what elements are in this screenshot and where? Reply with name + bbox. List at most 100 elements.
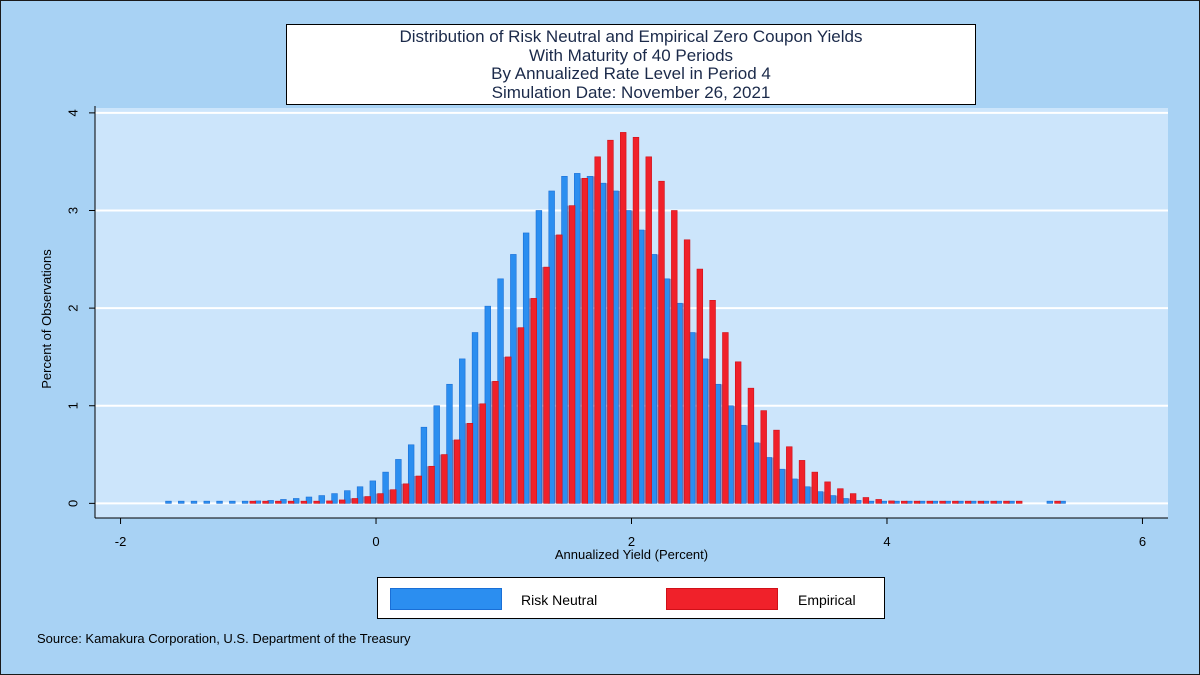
bar-empirical-54 bbox=[939, 500, 946, 504]
bar-overlap-33 bbox=[669, 278, 672, 504]
y-axis-title: Percent of Observations bbox=[39, 249, 54, 389]
bar-empirical-17 bbox=[466, 423, 474, 504]
bar-overlap-43 bbox=[797, 478, 800, 504]
bar-risk-neutral-16 bbox=[369, 480, 377, 504]
bar-empirical-0 bbox=[249, 500, 256, 504]
bar-empirical-14 bbox=[428, 465, 435, 504]
bar-risk-neutral-67 bbox=[1046, 500, 1054, 504]
bar-empirical-31 bbox=[645, 156, 652, 504]
chart-title: Distribution of Risk Neutral and Empiric… bbox=[286, 24, 976, 105]
bar-overlap-46 bbox=[835, 495, 838, 504]
bar-empirical-1 bbox=[262, 500, 269, 504]
bar-risk-neutral-12 bbox=[318, 495, 325, 504]
bar-empirical-43 bbox=[798, 460, 806, 504]
legend-label-risk-neutral: Risk Neutral bbox=[521, 592, 598, 608]
x-tick-label-4: 6 bbox=[1139, 534, 1146, 549]
bar-empirical-46 bbox=[837, 488, 844, 504]
chart-title-line-2: With Maturity of 40 Periods bbox=[528, 45, 734, 65]
bar-empirical-2 bbox=[275, 500, 282, 504]
bar-overlap-40 bbox=[758, 442, 761, 504]
chart-title-line-3: By Annualized Rate Level in Period 4 bbox=[491, 64, 771, 83]
bar-overlap-25 bbox=[567, 205, 570, 504]
x-tick-label-0: -2 bbox=[115, 534, 127, 549]
bar-empirical-16 bbox=[453, 439, 461, 504]
bar-risk-neutral-18 bbox=[395, 459, 402, 504]
bar-overlap-10 bbox=[375, 493, 378, 504]
bar-empirical-37 bbox=[722, 332, 729, 504]
bar-empirical-27 bbox=[594, 156, 601, 504]
x-tick-label-3: 4 bbox=[883, 534, 890, 549]
bar-empirical-18 bbox=[479, 403, 486, 504]
y-tick-label-4: 4 bbox=[66, 109, 81, 116]
bar-empirical-11 bbox=[390, 489, 397, 504]
bar-empirical-26 bbox=[581, 177, 589, 504]
bar-overlap-38 bbox=[733, 405, 736, 504]
bar-empirical-7 bbox=[338, 499, 346, 504]
bar-empirical-36 bbox=[709, 300, 716, 504]
x-axis-title: Annualized Yield (Percent) bbox=[555, 547, 708, 562]
bar-risk-neutral-17 bbox=[382, 471, 389, 504]
bar-overlap-30 bbox=[631, 210, 634, 504]
chart-title-line-1: Distribution of Risk Neutral and Empiric… bbox=[399, 27, 863, 46]
x-tick-label-1: 0 bbox=[372, 534, 379, 549]
bar-overlap-32 bbox=[656, 254, 659, 504]
bar-empirical-55 bbox=[952, 500, 959, 504]
bar-empirical-12 bbox=[402, 483, 410, 504]
bar-overlap-44 bbox=[810, 486, 812, 504]
bar-overlap-47 bbox=[848, 498, 851, 504]
bar-overlap-41 bbox=[771, 457, 774, 504]
bar-overlap-36 bbox=[707, 358, 710, 504]
bar-risk-neutral-0 bbox=[165, 500, 172, 504]
bar-risk-neutral-2 bbox=[190, 500, 198, 504]
bar-empirical-51 bbox=[901, 500, 908, 504]
bar-empirical-41 bbox=[773, 429, 780, 504]
bar-risk-neutral-1 bbox=[178, 500, 185, 504]
bar-empirical-47 bbox=[849, 493, 857, 504]
bar-overlap-28 bbox=[605, 183, 608, 504]
bar-empirical-20 bbox=[505, 356, 512, 504]
bar-overlap-37 bbox=[720, 384, 723, 504]
legend-label-empirical: Empirical bbox=[798, 592, 856, 608]
bar-empirical-56 bbox=[964, 500, 972, 504]
bar-empirical-40 bbox=[760, 410, 767, 504]
legend: Risk Neutral Empirical bbox=[377, 577, 885, 619]
bar-empirical-57 bbox=[977, 500, 985, 504]
bar-overlap-9 bbox=[362, 496, 365, 504]
y-tick-label-1: 1 bbox=[66, 402, 81, 409]
bar-empirical-23 bbox=[543, 266, 550, 504]
chart-title-line-4: Simulation Date: November 26, 2021 bbox=[491, 82, 771, 102]
bar-risk-neutral-5 bbox=[229, 500, 236, 504]
bar-empirical-35 bbox=[696, 268, 704, 504]
bar-empirical-15 bbox=[441, 454, 448, 504]
bar-overlap-20 bbox=[503, 356, 506, 504]
bar-overlap-39 bbox=[746, 425, 749, 504]
bar-empirical-60 bbox=[1016, 500, 1023, 504]
bar-overlap-21 bbox=[516, 327, 519, 504]
bar-overlap-16 bbox=[452, 439, 455, 504]
bar-overlap-12 bbox=[401, 483, 404, 504]
bar-overlap-34 bbox=[682, 303, 685, 504]
y-tick-label-2: 2 bbox=[66, 305, 81, 312]
bar-overlap-24 bbox=[554, 234, 557, 504]
bar-overlap-23 bbox=[541, 267, 544, 504]
bar-empirical-13 bbox=[415, 475, 422, 504]
bar-empirical-33 bbox=[671, 210, 678, 504]
bar-overlap-31 bbox=[643, 230, 646, 504]
bar-overlap-22 bbox=[528, 298, 531, 504]
bar-overlap-42 bbox=[784, 469, 787, 504]
bar-empirical-34 bbox=[683, 239, 691, 504]
bar-empirical-48 bbox=[862, 497, 870, 504]
bar-overlap-18 bbox=[477, 403, 480, 504]
bar-overlap-29 bbox=[618, 190, 621, 504]
x-tick-label-2: 2 bbox=[628, 534, 635, 549]
bar-overlap-11 bbox=[388, 489, 391, 504]
bar-empirical-30 bbox=[632, 136, 640, 504]
bar-empirical-61 bbox=[1054, 500, 1061, 504]
bar-risk-neutral-14 bbox=[344, 490, 351, 504]
bar-overlap-26 bbox=[580, 178, 583, 504]
bar-overlap-14 bbox=[426, 466, 429, 504]
bar-risk-neutral-3 bbox=[203, 500, 210, 504]
bar-empirical-53 bbox=[926, 500, 933, 504]
bar-empirical-3 bbox=[287, 500, 295, 504]
